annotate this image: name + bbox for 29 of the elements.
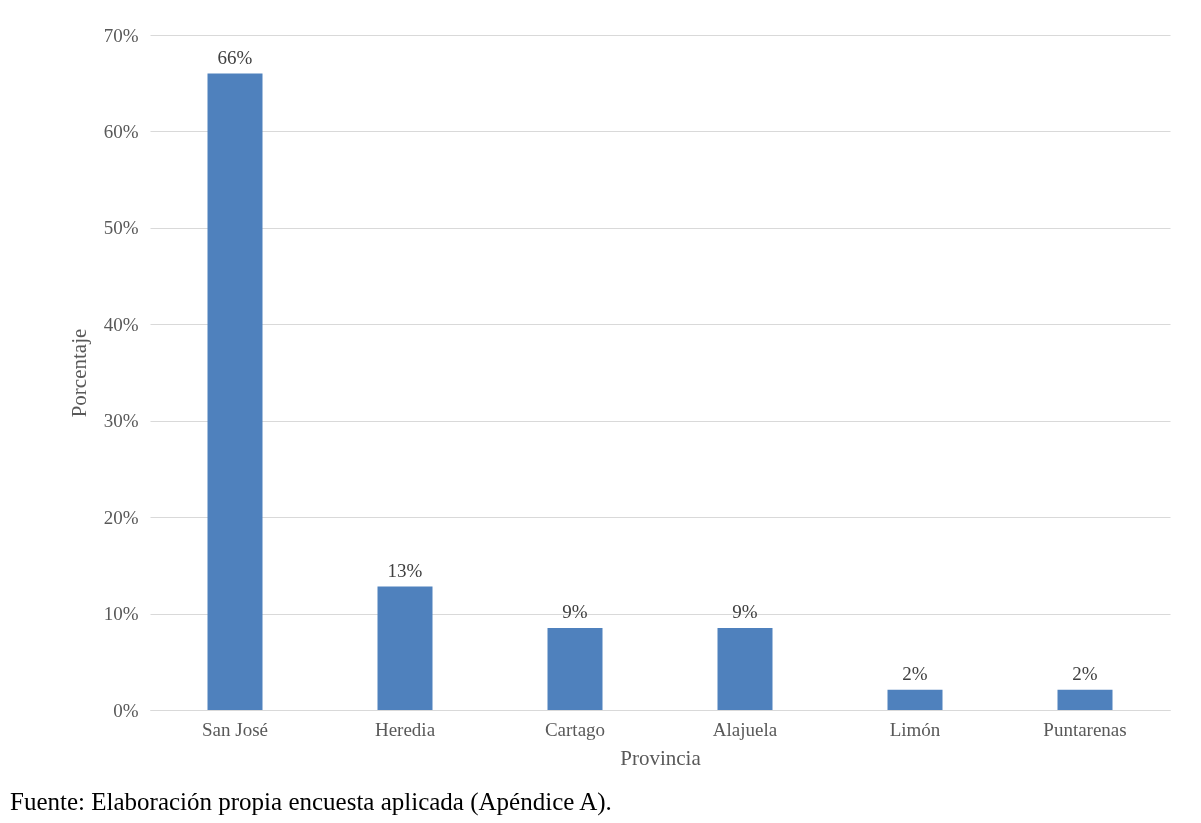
y-axis-title: Porcentaje: [66, 328, 91, 418]
y-tick-label: 70%: [103, 24, 139, 46]
y-tick-label: 10%: [103, 603, 139, 625]
x-tick-label: Puntarenas: [1043, 718, 1127, 740]
bar: [547, 628, 603, 710]
bar: [717, 628, 773, 710]
bar: [377, 586, 433, 710]
x-tick-label: San José: [202, 718, 268, 740]
y-tick-label: 60%: [103, 120, 139, 142]
bar: [887, 689, 943, 710]
data-label: 9%: [562, 601, 588, 623]
data-label: 13%: [387, 559, 423, 581]
x-tick-label: Limón: [889, 718, 941, 740]
y-tick-label: 20%: [103, 506, 139, 528]
x-tick-label: Alajuela: [712, 718, 778, 740]
data-label: 66%: [217, 46, 253, 68]
y-tick-label: 0%: [113, 699, 139, 721]
data-label: 9%: [732, 601, 758, 623]
bar: [1057, 689, 1113, 710]
data-label: 2%: [1072, 662, 1098, 684]
x-axis-title: Provincia: [620, 745, 702, 770]
data-label: 2%: [902, 662, 928, 684]
source-note: Fuente: Elaboración propia encuesta aplicada (Apéndice A).: [10, 788, 612, 816]
x-tick-label: Heredia: [374, 718, 436, 740]
y-tick-label: 50%: [103, 217, 139, 239]
y-tick-label: 30%: [103, 410, 139, 432]
x-tick-label: Cartago: [544, 718, 606, 740]
bar: [207, 73, 263, 710]
y-tick-label: 40%: [103, 313, 139, 335]
